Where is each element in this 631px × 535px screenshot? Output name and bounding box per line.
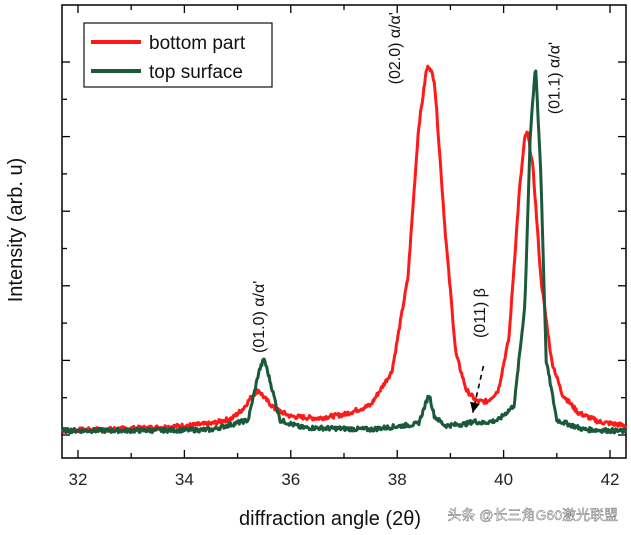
peak-annotations: (01.0) α/α' (02.0) α/α' (011) β (01.1) α/α' xyxy=(251,12,563,353)
axis-ticks xyxy=(62,5,626,458)
x-tick-label: 36 xyxy=(281,470,300,489)
legend: bottom part top surface xyxy=(83,22,273,88)
x-tick-label: 32 xyxy=(69,470,88,489)
legend-label-bottom-part: bottom part xyxy=(149,33,246,54)
y-axis-title: Intensity (arb. u) xyxy=(5,158,27,303)
watermark: 头条 @长三角G60激光联盟 xyxy=(447,507,618,523)
peak-annotation: (011) β xyxy=(472,288,489,338)
x-tick-label: 40 xyxy=(494,470,513,489)
x-tick-label: 38 xyxy=(388,470,407,489)
peak-annotation: (02.0) α/α' xyxy=(387,12,404,84)
legend-box xyxy=(83,22,273,88)
peak-annotation: (01.1) α/α' xyxy=(546,42,563,114)
x-tick-labels: 32 34 36 38 40 42 xyxy=(69,470,620,489)
beta-peak-arrowhead xyxy=(470,401,480,413)
x-tick-label: 34 xyxy=(175,470,194,489)
peak-annotation: (01.0) α/α' xyxy=(251,281,268,353)
x-tick-label: 42 xyxy=(601,470,620,489)
series-line-bottom-part xyxy=(61,64,628,434)
series-layer xyxy=(61,64,628,435)
legend-label-top-surface: top surface xyxy=(149,62,243,83)
series-line-top-surface xyxy=(61,69,628,435)
x-axis-title: diffraction angle (2θ) xyxy=(239,508,421,530)
